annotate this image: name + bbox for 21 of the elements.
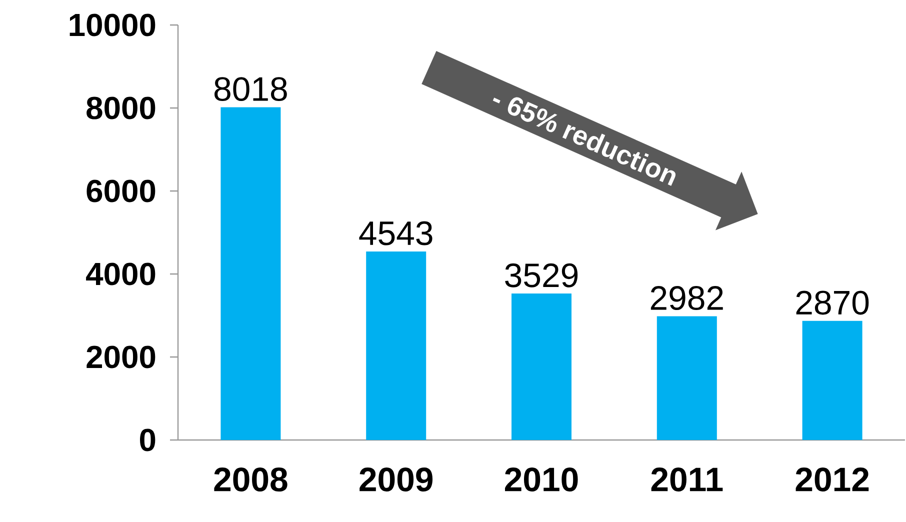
data-label: 2982	[650, 286, 723, 310]
y-tick-label: 8000	[86, 96, 156, 120]
y-tick-label: 2000	[86, 346, 156, 368]
bar	[366, 251, 426, 440]
x-tick-label: 2008	[214, 468, 288, 492]
bar	[512, 294, 572, 440]
x-tick-label: 2010	[504, 468, 578, 492]
y-tick-label: 4000	[86, 262, 156, 286]
bar	[656, 316, 717, 440]
x-tick-label: 2011	[651, 468, 723, 492]
data-label: 8018	[214, 77, 287, 102]
x-tick-label: 2009	[360, 468, 432, 492]
x-tick-label: 2012	[796, 468, 869, 492]
y-tick-label: 10000	[70, 14, 156, 36]
bar	[220, 107, 281, 440]
data-label: 3529	[505, 263, 578, 288]
bar	[802, 320, 862, 440]
data-label: 4543	[359, 221, 432, 246]
y-tick-label: 0	[140, 428, 156, 452]
data-label: 2870	[796, 290, 869, 315]
y-tick-label: 6000	[86, 180, 156, 202]
